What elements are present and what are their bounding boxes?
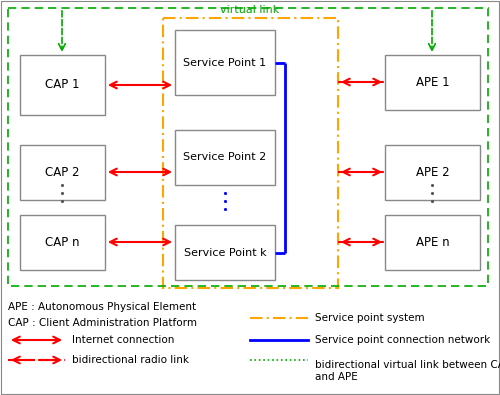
Bar (163, 18, 338, 288)
Text: bidirectional radio link: bidirectional radio link (72, 355, 189, 365)
Text: CAP n: CAP n (45, 236, 80, 249)
Bar (175, 30, 275, 95)
Text: APE n: APE n (416, 236, 450, 249)
Text: CAP : Client Administration Platform: CAP : Client Administration Platform (8, 318, 197, 328)
Text: virtual link: virtual link (220, 5, 280, 15)
Bar (385, 55, 480, 110)
Bar (20, 55, 105, 115)
Text: CAP 1: CAP 1 (45, 79, 80, 92)
Bar (20, 145, 105, 200)
Text: Internet connection: Internet connection (72, 335, 174, 345)
Text: Service Point k: Service Point k (184, 248, 266, 258)
Bar (8, 8, 488, 286)
Bar (175, 130, 275, 185)
Text: APE 2: APE 2 (416, 166, 450, 179)
Text: APE : Autonomous Physical Element: APE : Autonomous Physical Element (8, 302, 196, 312)
Bar (385, 215, 480, 270)
Bar (20, 215, 105, 270)
Text: APE 1: APE 1 (416, 76, 450, 89)
Text: Service point connection network: Service point connection network (315, 335, 490, 345)
Text: Service Point 1: Service Point 1 (184, 58, 266, 68)
Text: Service point system: Service point system (315, 313, 424, 323)
Text: CAP 2: CAP 2 (45, 166, 80, 179)
Bar (385, 145, 480, 200)
Bar (175, 225, 275, 280)
Text: bidirectional virtual link between CAP
and APE: bidirectional virtual link between CAP a… (315, 360, 500, 382)
Text: Service Point 2: Service Point 2 (184, 152, 266, 162)
